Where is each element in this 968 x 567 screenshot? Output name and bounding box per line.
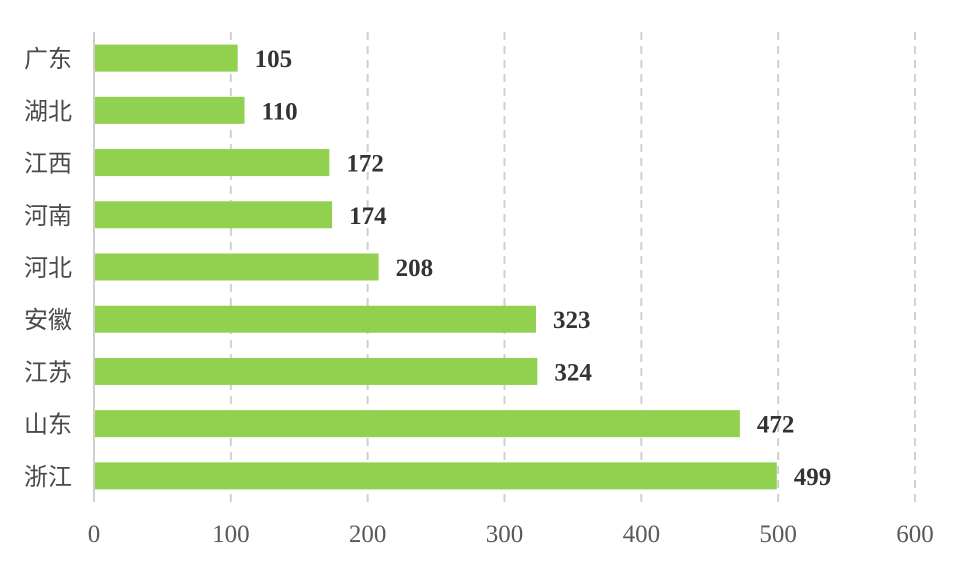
x-tick-label-500: 500 bbox=[759, 521, 797, 548]
category-label-浙江: 浙江 bbox=[24, 463, 72, 491]
bar-山东 bbox=[95, 410, 740, 438]
x-tick-label-600: 600 bbox=[896, 521, 934, 548]
value-label-湖北: 110 bbox=[262, 98, 298, 125]
value-label-浙江: 499 bbox=[794, 464, 832, 491]
category-label-湖北: 湖北 bbox=[24, 97, 72, 125]
category-label-河北: 河北 bbox=[24, 254, 72, 282]
category-label-河南: 河南 bbox=[24, 202, 72, 230]
value-label-广东: 105 bbox=[255, 46, 292, 73]
value-label-江西: 172 bbox=[346, 151, 384, 178]
x-tick-label-0: 0 bbox=[88, 521, 101, 548]
x-tick-label-400: 400 bbox=[623, 521, 661, 548]
value-label-安徽: 323 bbox=[553, 307, 591, 334]
bar-河北 bbox=[95, 253, 379, 281]
bar-河南 bbox=[95, 201, 333, 229]
x-tick-label-200: 200 bbox=[349, 521, 387, 548]
label-layer: 广东 105 湖北 110 江西 172 河南 174 河北 208 安徽 323 江苏 324 山东 472… bbox=[24, 45, 831, 491]
value-label-河北: 208 bbox=[396, 255, 434, 282]
tick-layer: 0 100 200 300 400 500 600 bbox=[88, 521, 934, 548]
value-label-河南: 174 bbox=[349, 203, 387, 230]
value-label-山东: 472 bbox=[757, 412, 795, 439]
grid-layer bbox=[93, 32, 916, 502]
x-tick-label-300: 300 bbox=[486, 521, 524, 548]
bar-安徽 bbox=[95, 305, 536, 333]
bar-江西 bbox=[95, 149, 330, 177]
x-tick-label-100: 100 bbox=[212, 521, 250, 548]
category-label-江苏: 江苏 bbox=[24, 358, 72, 386]
bar-layer bbox=[95, 44, 777, 490]
category-label-安徽: 安徽 bbox=[24, 306, 72, 334]
category-label-江西: 江西 bbox=[24, 150, 72, 178]
category-label-山东: 山东 bbox=[24, 411, 72, 439]
bar-湖北 bbox=[95, 96, 245, 124]
bar-浙江 bbox=[95, 462, 777, 490]
value-label-江苏: 324 bbox=[554, 359, 592, 386]
bar-江苏 bbox=[95, 357, 538, 385]
category-label-广东: 广东 bbox=[24, 45, 72, 73]
bar-广东 bbox=[95, 44, 238, 72]
